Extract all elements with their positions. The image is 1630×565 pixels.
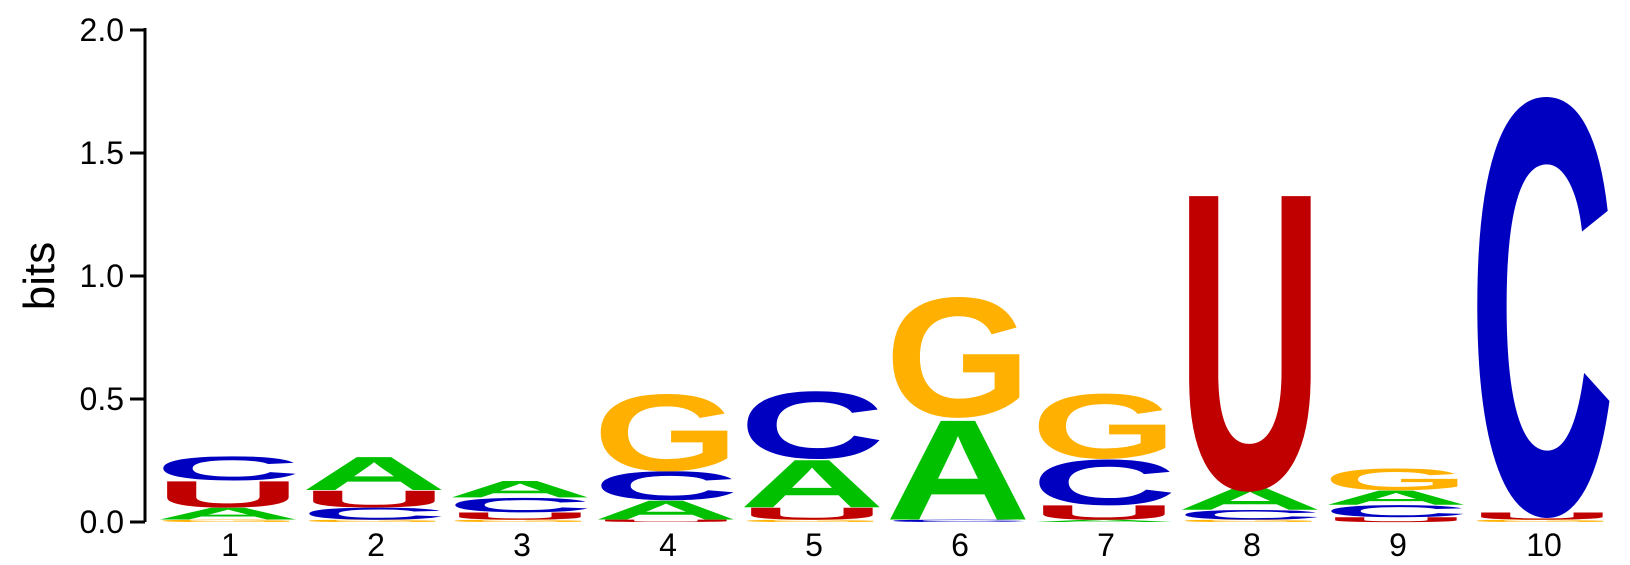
logo-letter-a: A (1177, 482, 1323, 516)
logo-letter-g: G (1323, 462, 1469, 496)
logo-letter-c: C (1177, 507, 1323, 522)
logo-letter-c: C (1031, 446, 1177, 519)
logo-letter-g: G (593, 371, 739, 493)
y-tick-label: 1.5 (80, 135, 124, 171)
logo-letter-u: U (1177, 106, 1323, 565)
logo-letter-u: U (301, 486, 447, 513)
position-label: 1 (221, 527, 239, 563)
logo-letter-g: G (885, 263, 1031, 453)
position-label: 2 (367, 527, 385, 563)
logo-letter-u: U (739, 504, 885, 523)
position-labels: 1 2 3 4 5 6 7 8 9 10 (221, 527, 1562, 563)
logo-letter-a: A (447, 476, 593, 503)
logo-letter-u: U (593, 519, 739, 523)
logo-letter-a: A (1031, 519, 1177, 523)
logo-letter-g: G (1031, 375, 1177, 478)
position-label: 7 (1097, 527, 1115, 563)
logo-letter-u: U (1031, 501, 1177, 524)
position-label: 8 (1243, 527, 1261, 563)
logo-letter-g: G (301, 519, 447, 523)
logo-letter-g: G (739, 519, 885, 523)
logo-letter-g: G (1177, 519, 1323, 523)
position-label: 4 (659, 527, 677, 563)
y-tick-label: 2.0 (80, 12, 124, 48)
position-label: 6 (951, 527, 969, 563)
logo-letter-c: C (1469, 0, 1615, 565)
logo-letter-u: U (1469, 510, 1615, 521)
position-label: 5 (805, 527, 823, 563)
logo-letter-a: A (885, 390, 1031, 550)
position-label: 9 (1389, 527, 1407, 563)
y-ticks: 0.0 0.5 1.0 1.5 2.0 (80, 12, 145, 540)
y-tick-label: 1.0 (80, 258, 124, 294)
logo-letter-a: A (1323, 486, 1469, 509)
logo-letter-a: A (739, 445, 885, 522)
logo-letter-u: U (1323, 516, 1469, 524)
logo-letter-c: C (447, 494, 593, 517)
logo-letter-c: C (155, 449, 301, 487)
logo-letter-g: G (1469, 519, 1615, 523)
y-tick-label: 0.0 (80, 504, 124, 540)
logo-letter-c: C (593, 463, 739, 509)
logo-letter-c: C (1323, 502, 1469, 521)
logo-letter-u: U (447, 510, 593, 521)
logo-letter-a: A (593, 495, 739, 526)
y-axis-label: bits (15, 242, 64, 310)
logo-letter-a: A (301, 447, 447, 500)
y-tick-label: 0.5 (80, 381, 124, 417)
logo-letter-c: C (885, 519, 1031, 523)
logo-letter-c: C (739, 372, 885, 479)
logo-letter-g: G (155, 519, 301, 523)
logo-letter-c: C (301, 504, 447, 523)
position-label: 3 (513, 527, 531, 563)
logo-letter-a: A (155, 504, 301, 523)
logo-letter-u: U (155, 473, 301, 515)
position-label: 10 (1526, 527, 1562, 563)
logo-letter-g: G (447, 519, 593, 523)
